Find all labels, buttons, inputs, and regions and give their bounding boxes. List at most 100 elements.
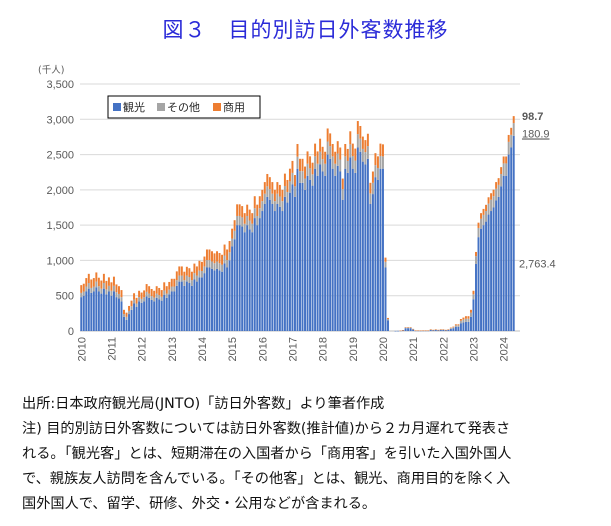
bar-other [180, 275, 183, 282]
bar-business [457, 324, 460, 326]
bar-business [319, 138, 322, 152]
bar-business [238, 204, 241, 216]
bar-business [447, 329, 450, 330]
bar-other [351, 155, 354, 169]
bar-other [387, 319, 389, 321]
note-line-3: で、親族友人訪問を含んでいる。「その他客」とは、観光、商用目的を除く入 [22, 471, 511, 487]
bar-other [467, 318, 470, 322]
bar-tourism [223, 263, 226, 331]
y-tick-label: 2,500 [46, 150, 74, 162]
bar-business [85, 278, 88, 287]
y-tick-label: 500 [56, 291, 74, 303]
bar-other [102, 283, 105, 289]
bar-tourism [321, 171, 324, 331]
annotation-other: 180.9 [522, 128, 550, 140]
bar-other [469, 312, 472, 317]
bar-other [221, 264, 224, 272]
bar-business [185, 266, 188, 276]
bar-tourism [475, 263, 477, 331]
y-tick-label: 3,500 [46, 79, 74, 91]
bar-other [226, 260, 229, 268]
x-tick-label: 2012 [137, 337, 149, 361]
bar-other [112, 285, 115, 292]
bar-business [507, 134, 510, 142]
bar-other [404, 327, 407, 329]
bar-other [105, 289, 108, 295]
bar-tourism [359, 151, 362, 331]
bars-group [80, 116, 515, 332]
bar-business [349, 131, 352, 145]
bar-other [492, 196, 495, 208]
bar-tourism [407, 328, 410, 331]
stacked-bar-chart: 0 500 1,000 1,500 2,000 2,500 3,000 3,500 (千人) 20… [38, 65, 556, 361]
bar-tourism [299, 182, 301, 331]
bar-other [490, 199, 493, 212]
bar-business [286, 179, 289, 192]
bar-other [482, 214, 485, 226]
bar-tourism [444, 330, 447, 331]
bar-other [178, 275, 181, 282]
bar-tourism [233, 239, 236, 331]
bar-other [301, 171, 304, 183]
bar-other [271, 193, 274, 204]
x-tick-label: 2011 [106, 337, 118, 361]
bar-tourism [502, 175, 505, 331]
bar-tourism [429, 329, 432, 331]
bar-business [271, 182, 274, 194]
y-axis-unit-label: (千人) [38, 65, 64, 76]
bar-tourism [82, 295, 85, 331]
bar-tourism [354, 172, 357, 331]
bar-tourism [336, 165, 339, 331]
bar-other [223, 255, 226, 264]
bar-business [211, 251, 213, 262]
bar-other [216, 261, 219, 269]
y-tick-label: 1,500 [46, 220, 74, 232]
bar-other [256, 215, 259, 226]
bar-other [429, 329, 432, 331]
bar-tourism [153, 301, 156, 331]
bar-other [472, 294, 475, 300]
bar-tourism [286, 202, 289, 331]
bar-other [507, 141, 510, 155]
bar-tourism [434, 329, 437, 331]
bar-tourism [185, 281, 188, 331]
bar-business [195, 266, 198, 276]
bar-other [316, 163, 319, 176]
bar-business [427, 330, 430, 331]
bar-tourism [480, 228, 483, 331]
bar-other [361, 148, 364, 162]
bar-business [221, 254, 224, 265]
bar-other [128, 310, 131, 315]
bar-other [384, 261, 387, 268]
bar-business [381, 144, 384, 157]
bar-other [309, 168, 312, 180]
bar-tourism [341, 199, 344, 331]
bar-tourism [221, 271, 224, 331]
bar-business [253, 196, 256, 209]
bar-business [180, 266, 183, 276]
bar-tourism [183, 285, 186, 331]
bar-tourism [135, 307, 138, 331]
bar-business [92, 278, 95, 287]
bar-tourism [351, 168, 354, 331]
bar-tourism [510, 147, 513, 331]
bar-tourism [306, 175, 309, 331]
bar-other [133, 299, 136, 304]
bar-business [296, 143, 299, 157]
bar-business [442, 329, 445, 330]
bar-other [193, 273, 196, 280]
bar-tourism [218, 270, 221, 331]
bar-tourism [288, 192, 291, 331]
bar-tourism [256, 225, 259, 331]
bar-business [173, 278, 176, 287]
bar-tourism [85, 291, 88, 331]
bar-business [399, 330, 402, 332]
bar-business [168, 281, 171, 290]
bar-tourism [112, 291, 115, 331]
bar-other [412, 329, 415, 330]
bar-other [266, 186, 269, 197]
bar-tourism [138, 301, 141, 331]
bar-business [266, 173, 269, 187]
bar-tourism [439, 329, 442, 331]
bar-tourism [213, 270, 216, 331]
